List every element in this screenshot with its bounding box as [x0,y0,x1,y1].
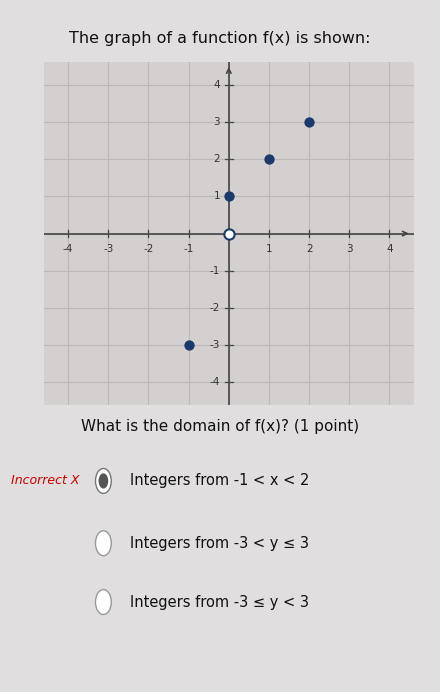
Text: 3: 3 [346,244,352,254]
Text: What is the domain of f(x)? (1 point): What is the domain of f(x)? (1 point) [81,419,359,434]
Text: The graph of a function f(x) is shown:: The graph of a function f(x) is shown: [69,31,371,46]
Text: Integers from -3 ≤ y < 3: Integers from -3 ≤ y < 3 [130,594,309,610]
Text: 1: 1 [213,191,220,201]
Text: 3: 3 [213,117,220,127]
Text: 4: 4 [386,244,393,254]
Text: 2: 2 [306,244,312,254]
Text: 2: 2 [213,154,220,164]
Text: -4: -4 [209,377,220,388]
Text: -3: -3 [103,244,114,254]
Point [225,228,232,239]
Text: -1: -1 [183,244,194,254]
Point [185,340,192,351]
Text: 4: 4 [213,80,220,90]
Text: -2: -2 [143,244,154,254]
Text: Integers from -1 < x < 2: Integers from -1 < x < 2 [130,473,309,489]
Text: Incorrect X: Incorrect X [11,475,80,487]
Text: 1: 1 [266,244,272,254]
Text: -4: -4 [63,244,73,254]
Point [225,191,232,202]
Text: -1: -1 [209,266,220,276]
Text: Integers from -3 < y ≤ 3: Integers from -3 < y ≤ 3 [130,536,309,551]
Point [306,116,313,127]
Text: -3: -3 [209,340,220,350]
Point [265,154,272,165]
Text: -2: -2 [209,303,220,313]
